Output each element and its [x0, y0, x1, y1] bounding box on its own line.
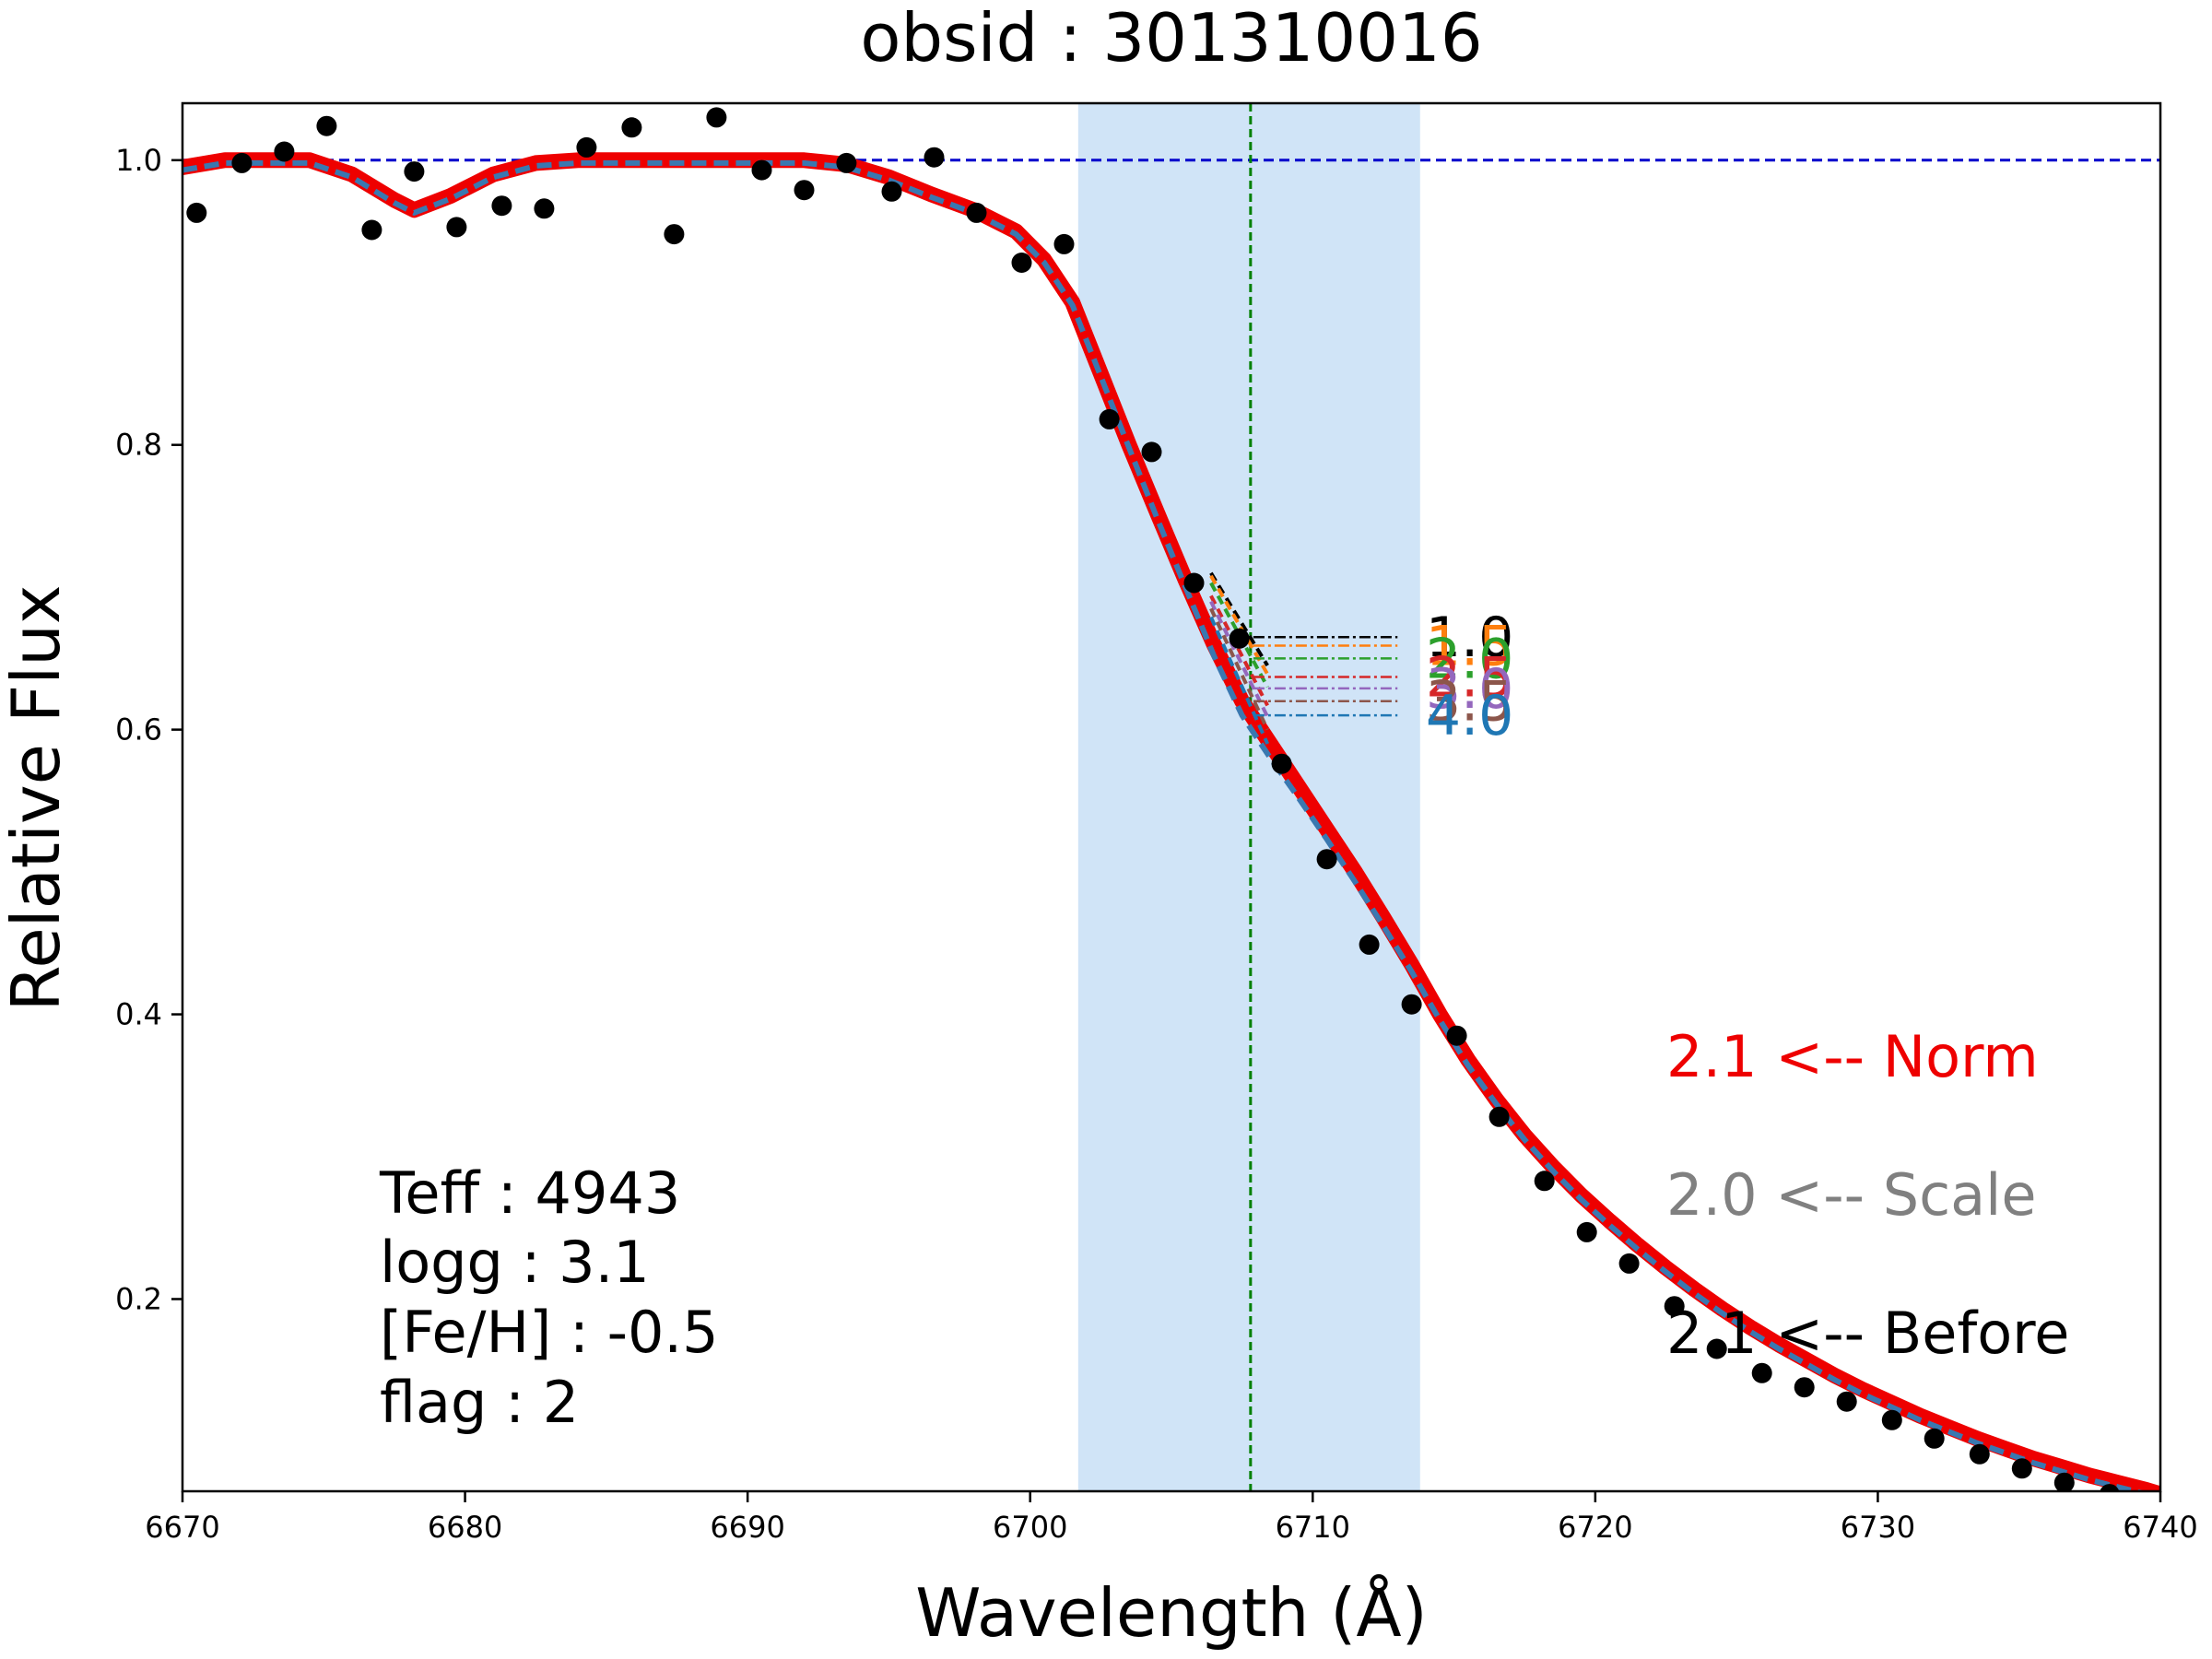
x-tick-label: 6730: [1841, 1510, 1915, 1545]
x-tick-label: 6700: [993, 1510, 1067, 1545]
x-tick-label: 6690: [710, 1510, 784, 1545]
y-tick-label: 0.4: [115, 997, 162, 1032]
x-tick-label: 6740: [2123, 1510, 2197, 1545]
y-tick-label: 0.8: [115, 428, 162, 463]
sensitivity-curve-1-0: [1209, 571, 1269, 667]
data-point: [706, 107, 727, 128]
data-point: [794, 180, 815, 201]
fit-curve: [182, 152, 2160, 1491]
data-point: [1271, 753, 1292, 774]
data-point: [1664, 1296, 1685, 1317]
x-tick-label: 6670: [145, 1510, 219, 1545]
annotation-scale: 2.0 <-- Scale: [1666, 1161, 2037, 1229]
data-point: [1183, 572, 1205, 594]
data-point: [881, 181, 902, 202]
sensitivity-curve-3-0: [1209, 600, 1269, 718]
data-point: [274, 141, 295, 162]
data-point: [836, 152, 857, 173]
data-point: [1618, 1253, 1640, 1274]
data-point: [1706, 1338, 1727, 1359]
data-point: [1794, 1377, 1815, 1398]
sensitivity-curve-3-5: [1209, 607, 1270, 731]
data-point: [446, 217, 467, 238]
data-point: [2100, 1484, 2120, 1491]
data-point: [1229, 628, 1250, 649]
data-point: [1881, 1409, 1902, 1430]
data-point: [1576, 1221, 1597, 1242]
sensitivity-label-2-0: 2.0: [1426, 627, 1513, 691]
data-point: [491, 195, 512, 217]
plot-area: 1.01.52.02.53.03.54.0: [182, 103, 2160, 1491]
data-point: [361, 219, 382, 241]
data-point: [576, 136, 597, 158]
axes: 6670 6680 6690 6700 6710 6720 6730 6740 0.2 0.4 0.…: [115, 101, 2198, 1545]
data-point: [664, 224, 685, 245]
x-tick-label: 6680: [428, 1510, 502, 1545]
data-point: [186, 202, 207, 223]
data-point: [2053, 1472, 2075, 1491]
param-logg: logg : 3.1: [380, 1229, 650, 1296]
sensitivity-label-2-5: 2.5: [1426, 645, 1513, 710]
sensitivity-curve-2-5: [1209, 594, 1269, 707]
data-point: [316, 115, 337, 136]
sensitivity-label-3-5: 3.5: [1426, 670, 1513, 735]
data-point: [1359, 934, 1380, 955]
data-point: [1969, 1443, 1990, 1465]
data-point: [924, 147, 945, 168]
param-flag: flag : 2: [380, 1369, 579, 1436]
data-point: [966, 202, 987, 223]
data-point: [534, 198, 555, 219]
annotation-before: 2.1 <-- Before: [1666, 1300, 2069, 1367]
data-point: [2011, 1458, 2032, 1479]
data-point: [231, 152, 253, 173]
data-point: [1011, 253, 1032, 273]
model-curve: [182, 159, 2147, 1491]
data-point: [751, 159, 772, 181]
data-point: [1751, 1362, 1772, 1383]
highlight-band: [1077, 103, 1420, 1491]
param-feh: [Fe/H] : -0.5: [380, 1299, 719, 1366]
param-teff: Teff : 4943: [379, 1159, 680, 1227]
y-tick-label: 0.6: [115, 712, 162, 747]
x-axis-title: Wavelength (Å): [915, 1574, 1427, 1652]
data-point: [621, 117, 642, 138]
chart-title: obsid : 301310016: [860, 0, 1482, 76]
y-tick-label: 0.2: [115, 1281, 162, 1316]
sensitivity-label-4-0: 4.0: [1426, 684, 1513, 748]
sensitivity-label-3-0: 3.0: [1426, 657, 1513, 722]
parameter-block: Teff : 4943 logg : 3.1 [Fe/H] : -0.5 fla…: [379, 1159, 719, 1436]
data-point: [1316, 849, 1337, 870]
x-tick-label: 6710: [1276, 1510, 1350, 1545]
data-point: [1141, 441, 1162, 463]
sensitivity-label-1-5: 1.5: [1426, 614, 1513, 678]
x-tick-label: 6720: [1558, 1510, 1632, 1545]
data-point: [404, 161, 425, 182]
annotation-block: 2.1 <-- Norm 2.0 <-- Scale 2.1 <-- Befor…: [1666, 1023, 2069, 1367]
sensitivity-curve-4-0: [1209, 616, 1270, 745]
data-point: [1053, 233, 1075, 254]
plot-frame: [181, 101, 2162, 1493]
data-point: [1446, 1025, 1467, 1046]
sensitivity-label-1-0: 1.0: [1426, 606, 1513, 670]
data-point: [1534, 1171, 1555, 1192]
data-point: [1401, 994, 1422, 1015]
data-point: [1836, 1391, 1857, 1412]
data-point: [1488, 1106, 1510, 1127]
plot-inner: [182, 103, 2160, 1491]
data-point: [1924, 1428, 1945, 1449]
data-point: [1099, 408, 1120, 429]
y-tick-label: 1.0: [115, 143, 162, 178]
annotation-norm: 2.1 <-- Norm: [1666, 1023, 2039, 1090]
y-axis-title: Relative Flux: [0, 585, 75, 1012]
